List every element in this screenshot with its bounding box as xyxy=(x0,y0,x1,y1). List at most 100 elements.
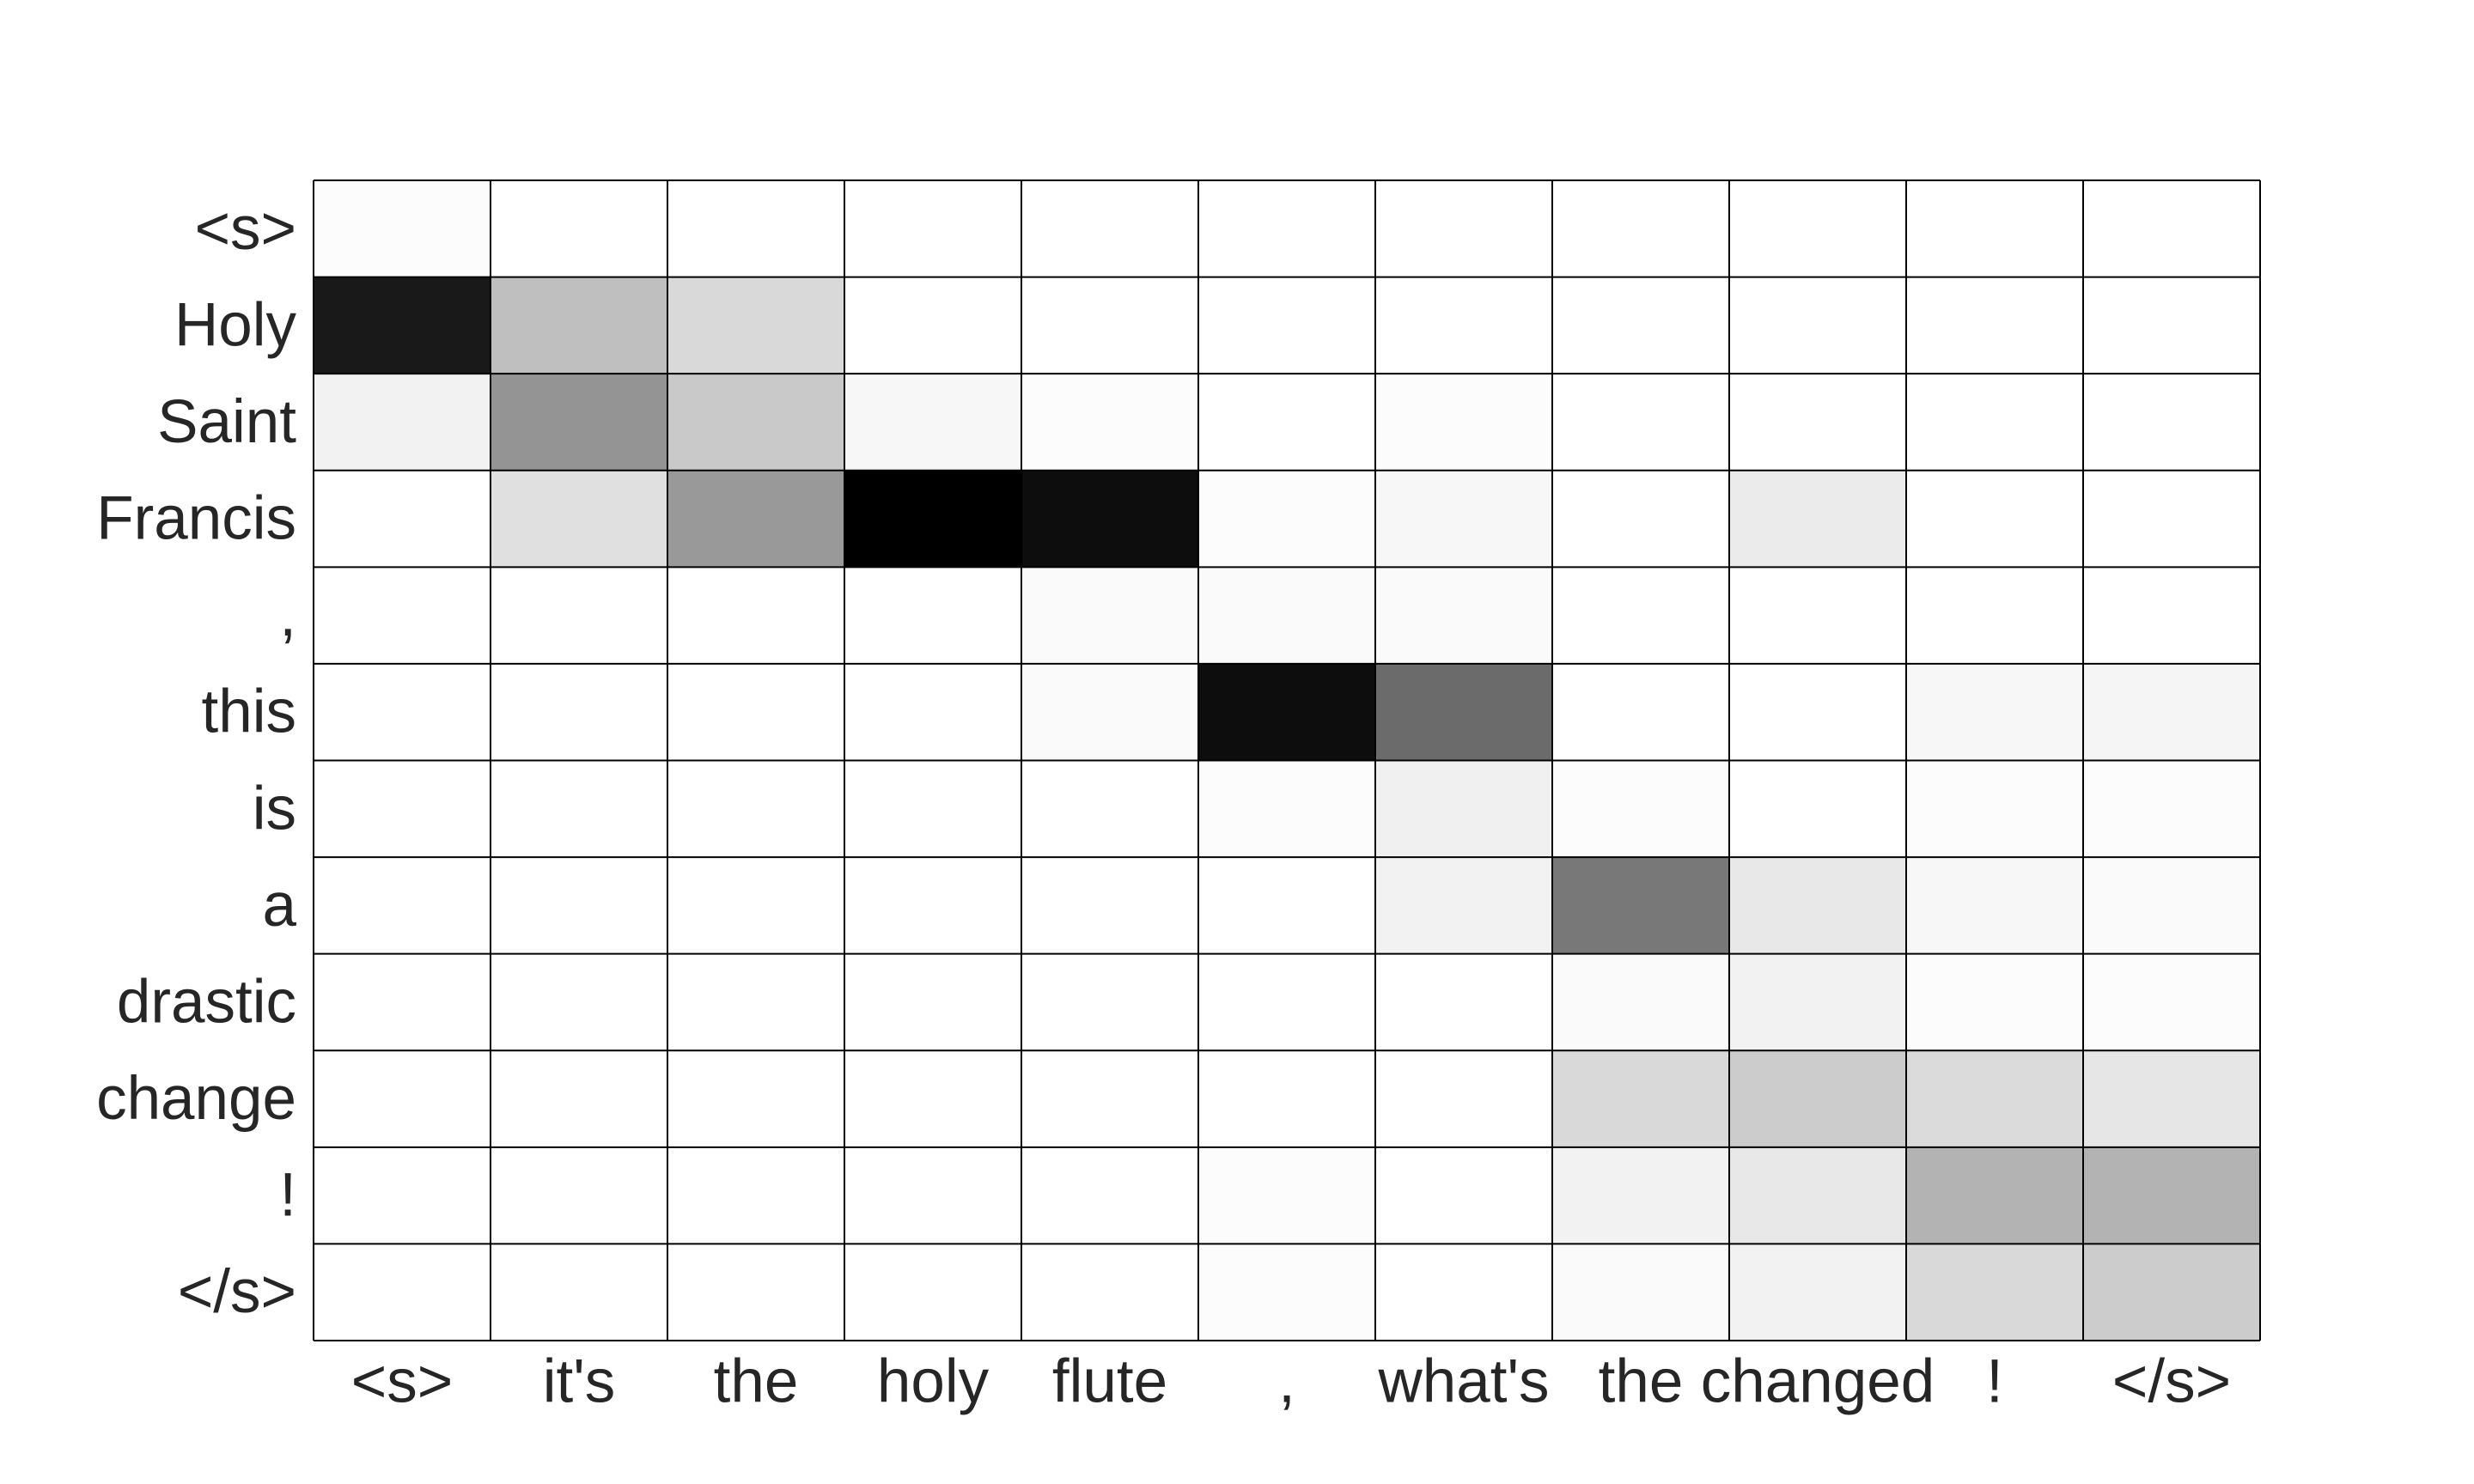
y-tick-label-4: , xyxy=(279,581,296,649)
heatmap-cell-r7-c5 xyxy=(1198,857,1375,954)
heatmap-gridlines xyxy=(313,179,2261,1341)
heatmap-cell-r3-c2 xyxy=(667,470,844,568)
y-tick-label-2: Saint xyxy=(157,388,296,456)
y-tick-label-8: drastic xyxy=(117,968,296,1036)
heatmap-cell-r1-c2 xyxy=(667,277,844,374)
x-tick-label-9: ! xyxy=(1986,1348,2003,1416)
heatmap-cell-r7-c10 xyxy=(2083,857,2260,954)
heatmap-cell-r5-c4 xyxy=(1021,663,1198,761)
heatmap-cell-r4-c0 xyxy=(314,567,491,664)
heatmap-cell-r11-c2 xyxy=(667,1244,844,1341)
heatmap-cells xyxy=(314,180,2260,1341)
heatmap-cell-r3-c6 xyxy=(1375,470,1552,568)
heatmap-cell-r3-c9 xyxy=(1906,470,2083,568)
heatmap-cell-r6-c6 xyxy=(1375,760,1552,858)
heatmap-cell-r1-c3 xyxy=(844,277,1021,374)
heatmap-cell-r8-c4 xyxy=(1021,953,1198,1051)
heatmap-cell-r4-c10 xyxy=(2083,567,2260,664)
heatmap-cell-r3-c8 xyxy=(1729,470,1906,568)
heatmap-cell-r11-c6 xyxy=(1375,1244,1552,1341)
heatmap-cell-r2-c2 xyxy=(667,374,844,471)
heatmap-cell-r7-c2 xyxy=(667,857,844,954)
heatmap-cell-r3-c7 xyxy=(1552,470,1729,568)
x-tick-label-3: holy xyxy=(877,1348,990,1416)
heatmap-cell-r4-c3 xyxy=(844,567,1021,664)
heatmap-cell-r7-c1 xyxy=(491,857,667,954)
heatmap-cell-r3-c4 xyxy=(1021,470,1198,568)
heatmap-cell-r9-c7 xyxy=(1552,1050,1729,1147)
heatmap-cell-r4-c5 xyxy=(1198,567,1375,664)
heatmap-cell-r10-c3 xyxy=(844,1146,1021,1244)
heatmap-cell-r4-c4 xyxy=(1021,567,1198,664)
heatmap-cell-r8-c9 xyxy=(1906,953,2083,1051)
heatmap-cell-r3-c5 xyxy=(1198,470,1375,568)
y-tick-label-3: Francis xyxy=(96,485,296,553)
heatmap-cell-r10-c10 xyxy=(2083,1146,2260,1244)
heatmap-cell-r9-c6 xyxy=(1375,1050,1552,1147)
heatmap-cell-r11-c0 xyxy=(314,1244,491,1341)
heatmap-cell-r9-c2 xyxy=(667,1050,844,1147)
heatmap-cell-r8-c1 xyxy=(491,953,667,1051)
x-tick-label-4: flute xyxy=(1052,1348,1167,1416)
y-tick-label-11: </s> xyxy=(178,1258,296,1326)
heatmap-cell-r4-c8 xyxy=(1729,567,1906,664)
heatmap-cell-r6-c9 xyxy=(1906,760,2083,858)
heatmap-cell-r1-c4 xyxy=(1021,277,1198,374)
heatmap-cell-r6-c7 xyxy=(1552,760,1729,858)
heatmap-cell-r11-c5 xyxy=(1198,1244,1375,1341)
heatmap-cell-r1-c7 xyxy=(1552,277,1729,374)
heatmap-cell-r6-c2 xyxy=(667,760,844,858)
heatmap-cell-r0-c5 xyxy=(1198,180,1375,277)
x-tick-label-1: it's xyxy=(543,1348,616,1416)
heatmap-cell-r7-c7 xyxy=(1552,857,1729,954)
heatmap-cell-r5-c2 xyxy=(667,663,844,761)
heatmap-cell-r5-c8 xyxy=(1729,663,1906,761)
heatmap-cell-r6-c0 xyxy=(314,760,491,858)
heatmap-cell-r8-c5 xyxy=(1198,953,1375,1051)
heatmap-cell-r4-c7 xyxy=(1552,567,1729,664)
heatmap-cell-r5-c3 xyxy=(844,663,1021,761)
heatmap-cell-r5-c6 xyxy=(1375,663,1552,761)
heatmap-cell-r10-c6 xyxy=(1375,1146,1552,1244)
heatmap-cell-r10-c5 xyxy=(1198,1146,1375,1244)
heatmap-cell-r1-c9 xyxy=(1906,277,2083,374)
y-tick-label-7: a xyxy=(263,872,297,940)
heatmap-cell-r4-c2 xyxy=(667,567,844,664)
heatmap-cell-r11-c9 xyxy=(1906,1244,2083,1341)
heatmap-cell-r8-c0 xyxy=(314,953,491,1051)
y-tick-label-0: <s> xyxy=(195,195,296,263)
heatmap-cell-r2-c6 xyxy=(1375,374,1552,471)
heatmap-cell-r1-c0 xyxy=(314,277,491,374)
heatmap-cell-r4-c9 xyxy=(1906,567,2083,664)
heatmap-cell-r8-c7 xyxy=(1552,953,1729,1051)
heatmap-cell-r10-c9 xyxy=(1906,1146,2083,1244)
heatmap-cell-r5-c7 xyxy=(1552,663,1729,761)
heatmap-cell-r1-c5 xyxy=(1198,277,1375,374)
heatmap-cell-r4-c1 xyxy=(491,567,667,664)
heatmap-cell-r9-c10 xyxy=(2083,1050,2260,1147)
heatmap-cell-r5-c10 xyxy=(2083,663,2260,761)
heatmap-cell-r2-c1 xyxy=(491,374,667,471)
heatmap-cell-r1-c6 xyxy=(1375,277,1552,374)
heatmap-cell-r7-c8 xyxy=(1729,857,1906,954)
heatmap-cell-r5-c5 xyxy=(1198,663,1375,761)
heatmap-cell-r6-c5 xyxy=(1198,760,1375,858)
heatmap-cell-r0-c7 xyxy=(1552,180,1729,277)
heatmap-cell-r7-c6 xyxy=(1375,857,1552,954)
heatmap-cell-r11-c4 xyxy=(1021,1244,1198,1341)
heatmap-cell-r8-c8 xyxy=(1729,953,1906,1051)
heatmap-cell-r0-c1 xyxy=(491,180,667,277)
y-tick-labels: <s> Holy Saint Francis, this is a drastic change… xyxy=(96,195,296,1326)
heatmap-cell-r3-c10 xyxy=(2083,470,2260,568)
heatmap-cell-r2-c7 xyxy=(1552,374,1729,471)
heatmap-cell-r2-c10 xyxy=(2083,374,2260,471)
heatmap-cell-r4-c6 xyxy=(1375,567,1552,664)
heatmap-cell-r2-c8 xyxy=(1729,374,1906,471)
heatmap-cell-r3-c1 xyxy=(491,470,667,568)
heatmap-cell-r5-c1 xyxy=(491,663,667,761)
heatmap-cell-r0-c8 xyxy=(1729,180,1906,277)
y-tick-label-5: this xyxy=(202,678,297,746)
heatmap-cell-r1-c1 xyxy=(491,277,667,374)
heatmap-cell-r9-c8 xyxy=(1729,1050,1906,1147)
